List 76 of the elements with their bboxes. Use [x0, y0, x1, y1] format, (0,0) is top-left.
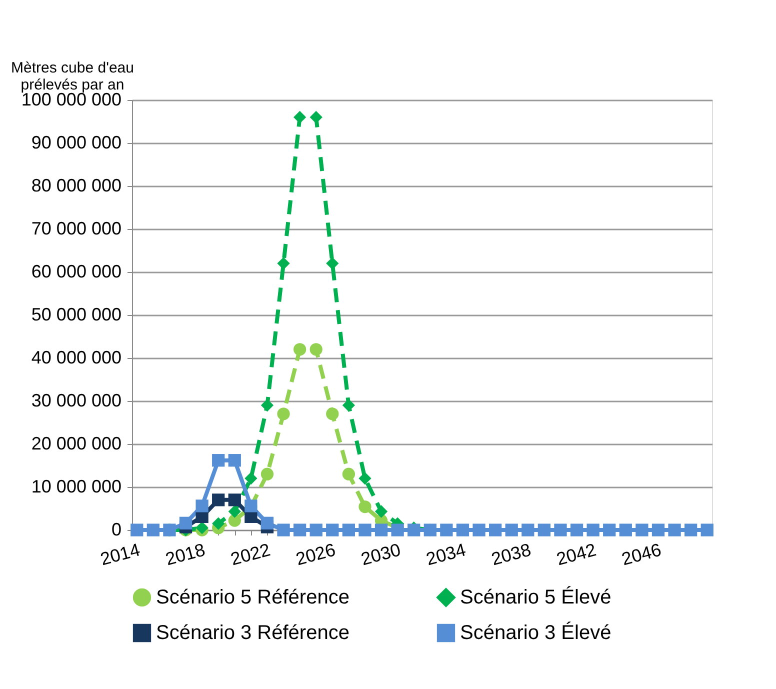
point: [342, 468, 356, 480]
point: [310, 524, 322, 536]
point: [522, 524, 534, 536]
point: [358, 472, 372, 485]
point: [277, 524, 290, 536]
point: [358, 524, 372, 536]
point: [586, 524, 600, 536]
point: [619, 524, 632, 536]
y-tick-label: 80 000 000: [31, 176, 122, 196]
x-tick-label: 2046: [620, 540, 664, 570]
point: [228, 505, 241, 518]
x-tick-label: 2018: [163, 540, 208, 570]
point: [196, 500, 208, 512]
point: [277, 257, 290, 270]
y-tick-label: 90 000 000: [31, 132, 122, 152]
legend-label: Scénario 3 Élevé: [460, 621, 612, 644]
point: [358, 500, 372, 514]
point: [228, 454, 241, 467]
point: [146, 524, 160, 536]
point: [472, 524, 486, 536]
legend-label: Scénario 5 Élevé: [460, 585, 612, 608]
point: [342, 398, 356, 412]
point: [570, 524, 584, 536]
x-tick-label: 2034: [424, 540, 468, 570]
y-axis-title: Mètres cube d'eau prélevés par an: [11, 60, 134, 94]
point: [603, 524, 616, 536]
point: [342, 524, 356, 536]
y-tick-label: 30 000 000: [31, 390, 122, 410]
point: [228, 494, 241, 506]
x-tick-label: 2022: [228, 540, 272, 570]
point: [244, 472, 258, 485]
point: [130, 524, 144, 536]
point: [326, 524, 339, 536]
point: [652, 524, 665, 536]
point: [326, 408, 339, 420]
point: [260, 398, 274, 412]
point: [310, 110, 322, 124]
point: [554, 524, 567, 536]
point: [212, 454, 225, 467]
point: [179, 516, 192, 530]
point: [310, 343, 322, 356]
point: [277, 408, 290, 420]
x-tick-label: 2042: [554, 540, 598, 570]
point: [668, 524, 681, 536]
point: [293, 524, 306, 536]
legend-label: Scénario 3 Référence: [156, 622, 350, 644]
point: [374, 505, 388, 518]
y-tick-label: 40 000 000: [31, 348, 122, 368]
x-tick-label: 2038: [489, 540, 534, 570]
y-tick-label: 50 000 000: [31, 304, 122, 324]
point: [374, 524, 388, 536]
point: [456, 524, 470, 536]
point: [212, 517, 225, 530]
point: [260, 468, 274, 480]
point: [326, 257, 339, 270]
point: [212, 494, 225, 506]
y-tick-label: 60 000 000: [31, 262, 122, 282]
point: [440, 524, 453, 536]
point: [700, 524, 714, 536]
x-tick-label: 2014: [98, 540, 142, 570]
point: [293, 343, 306, 356]
x-tick-label: 2026: [294, 540, 338, 570]
point: [684, 524, 698, 536]
legend-label: Scénario 5 Référence: [156, 586, 350, 608]
point: [538, 524, 551, 536]
point: [228, 514, 241, 527]
point: [293, 110, 306, 124]
point: [636, 524, 648, 536]
x-tick-label: 2030: [358, 540, 403, 570]
point: [505, 524, 518, 536]
y-tick-label: 0: [111, 520, 122, 540]
point: [260, 516, 274, 530]
y-tick-label: 10 000 000: [31, 476, 122, 496]
y-tick-label: 70 000 000: [31, 218, 122, 238]
y-tick-label: 20 000 000: [31, 434, 122, 454]
point: [488, 524, 502, 536]
